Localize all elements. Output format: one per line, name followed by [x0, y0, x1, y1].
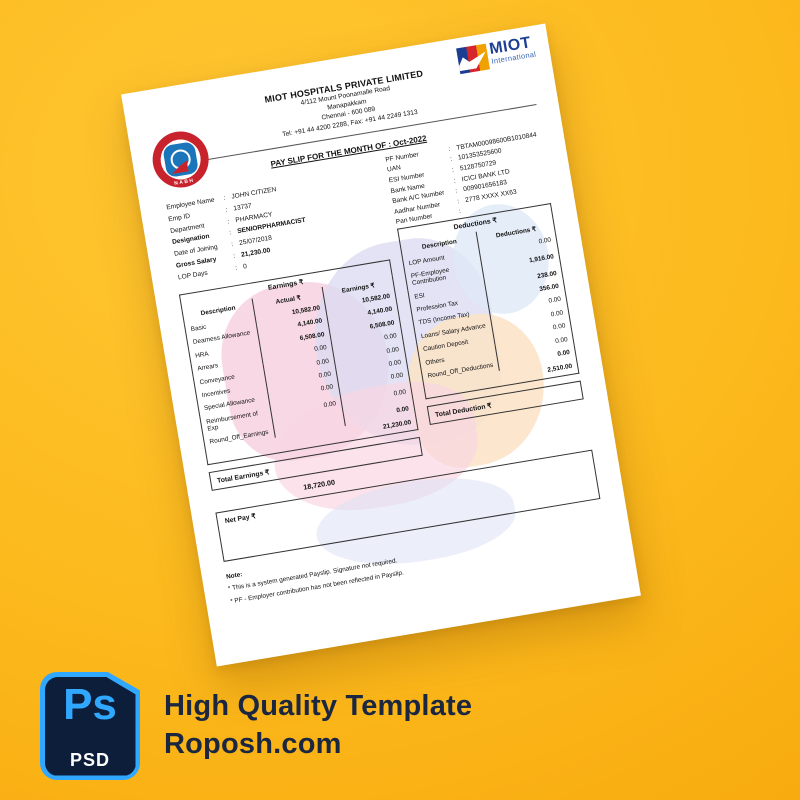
miot-logo-text: MIOT International — [488, 34, 537, 65]
promo-line-2: Roposh.com — [164, 728, 342, 760]
payslip-document: MIOT International NABH MIOT HOSPITALS P… — [121, 23, 641, 667]
miot-logo: MIOT International — [455, 34, 537, 75]
ps-label: Ps — [63, 680, 117, 729]
deductions-table: Deductions ₹ Description Deductions ₹ LO… — [396, 202, 580, 400]
psd-label: PSD — [69, 750, 110, 770]
nabh-seal-icon: NABH — [148, 127, 213, 192]
payslip-content: MIOT International NABH MIOT HOSPITALS P… — [121, 23, 641, 666]
photoshop-file-icon: Ps PSD — [40, 672, 140, 780]
payslip-body: Employee NameJOHN CITIZEN Emp ID13737 De… — [162, 130, 592, 513]
earnings-table: Earnings ₹ Description Actual ₹ Earnings… — [178, 259, 419, 466]
miot-emblem-icon — [455, 43, 490, 75]
promo-line-1: High Quality Template — [164, 690, 473, 723]
promo-footer: Ps PSD High Quality Template Roposh.com — [40, 672, 472, 780]
promo-text: High Quality Template Roposh.com — [164, 688, 472, 763]
